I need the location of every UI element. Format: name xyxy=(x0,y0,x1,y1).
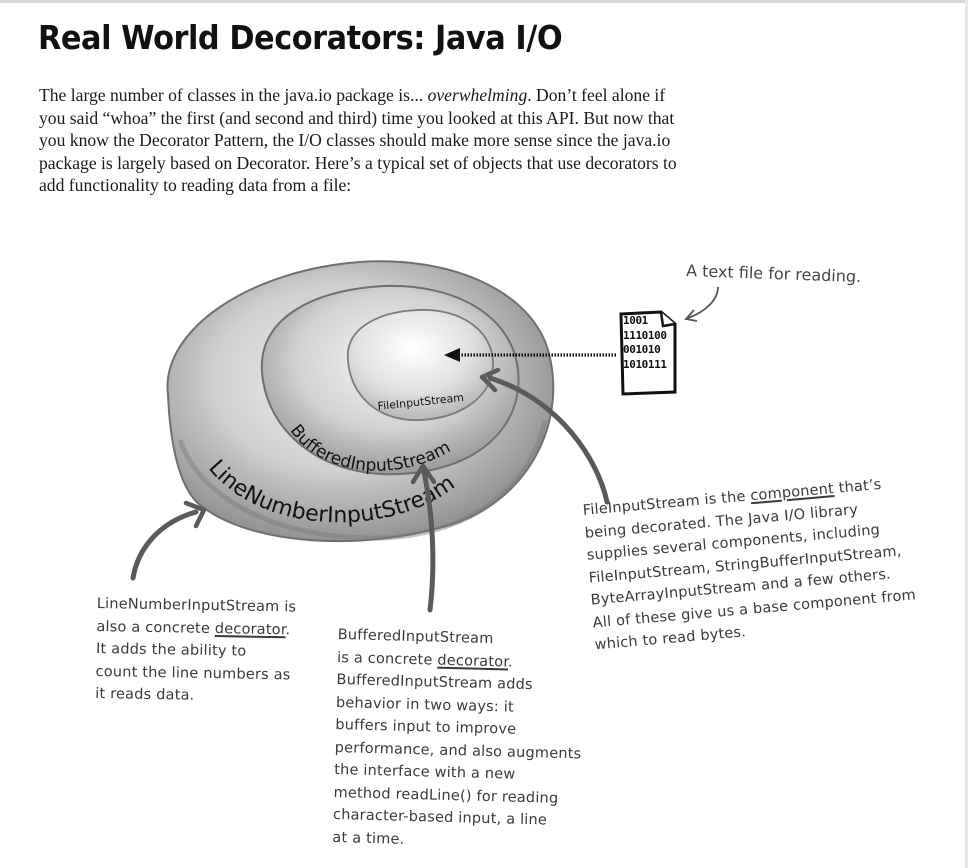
decorator-keyword: decorator xyxy=(214,620,286,638)
intro-text-start: The large number of classes in the java.… xyxy=(39,85,428,105)
intro-emphasis: overwhelming xyxy=(427,85,528,105)
file-page-icon xyxy=(619,310,677,396)
component-note-arrow xyxy=(487,375,610,505)
component-shape xyxy=(347,309,494,421)
buffered-note: BufferedInputStream is a concrete decora… xyxy=(332,624,584,855)
file-bits-line: 1010111 xyxy=(623,357,667,371)
file-label-arrow xyxy=(687,286,719,319)
note-text: that’s xyxy=(833,476,883,497)
component-keyword: component xyxy=(749,481,835,505)
file-label: A text file for reading. xyxy=(686,261,862,286)
buffered-note-arrowhead xyxy=(410,463,437,485)
file-label-arrowhead xyxy=(684,309,698,322)
file-bits-line: 001010 xyxy=(623,343,661,356)
component-note: FileInputStream is the component that’s … xyxy=(582,472,919,657)
component-note-arrowhead xyxy=(479,367,501,393)
file-bits-line: 1110100 xyxy=(623,328,667,342)
intro-text-end: . Don’t feel alone if you said “whoa” th… xyxy=(39,85,677,196)
file-bits: 1001 1110100 001010 1010111 xyxy=(623,314,667,372)
text-file-icon: 1001 1110100 001010 1010111 xyxy=(617,308,679,401)
line-number-note: LineNumberInputStream is also a concrete… xyxy=(95,593,296,709)
note-text: . xyxy=(285,621,291,638)
file-bits-line: 1001 xyxy=(623,314,648,327)
outer-shadow-edge xyxy=(177,419,548,541)
note-text: is a concrete xyxy=(336,649,438,669)
intro-paragraph: The large number of classes in the java.… xyxy=(39,84,689,197)
right-border xyxy=(965,0,968,868)
note-line: LineNumberInputStream is xyxy=(96,595,297,616)
page-title: Real World Decorators: Java I/O xyxy=(38,18,563,57)
line-number-note-arrowhead xyxy=(183,500,207,529)
buffered-note-arrow xyxy=(421,469,436,613)
line-number-note-arrow xyxy=(130,509,199,581)
decorator-keyword: decorator xyxy=(437,652,509,670)
file-arrowhead xyxy=(444,348,460,362)
top-border xyxy=(0,0,968,3)
note-line: it reads data. xyxy=(95,685,195,704)
note-text: . xyxy=(507,653,514,671)
note-text: also a concrete xyxy=(96,618,215,637)
note-line: It adds the ability to xyxy=(95,640,247,660)
